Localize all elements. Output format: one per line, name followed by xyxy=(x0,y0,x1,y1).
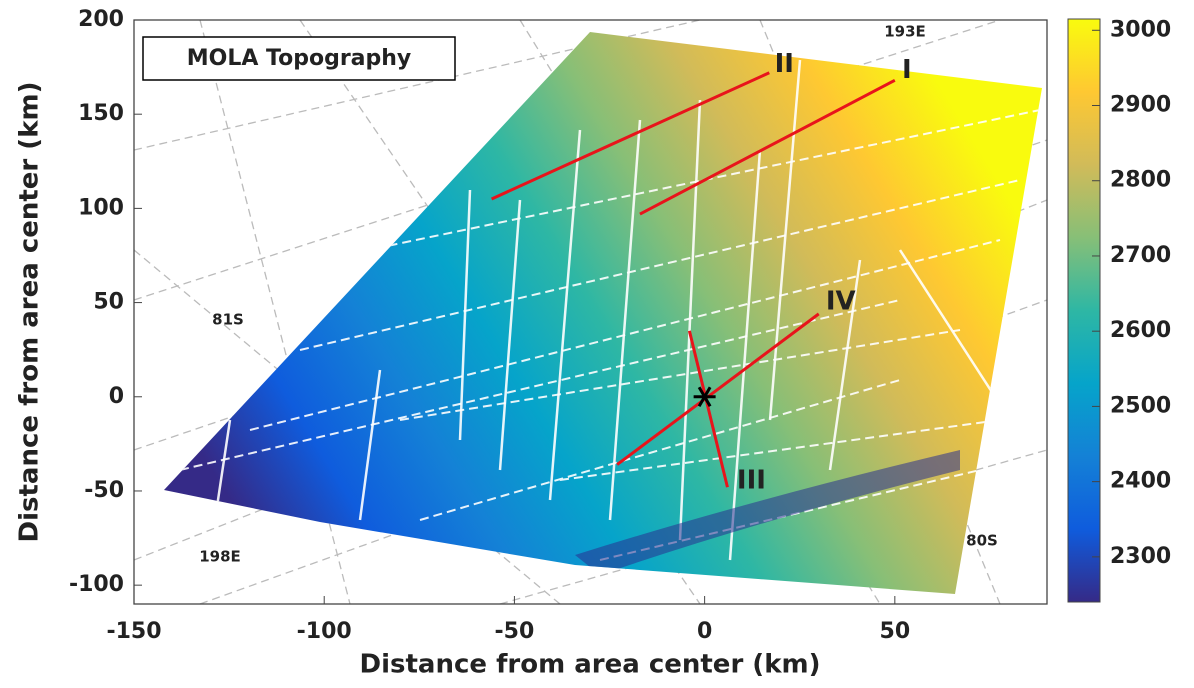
x-tick-label: 50 xyxy=(880,619,911,644)
grid-label: 198E xyxy=(199,548,241,566)
y-tick-label: 100 xyxy=(78,195,124,220)
y-tick-label: 150 xyxy=(78,101,124,126)
profile-label: IV xyxy=(826,286,856,316)
colorbar-tick-label: 2900 xyxy=(1110,93,1171,118)
colorbar-tick-label: 3000 xyxy=(1110,17,1171,42)
x-tick-label: -50 xyxy=(495,619,535,644)
colorbar xyxy=(1068,19,1100,602)
chart-title: MOLA Topography xyxy=(187,46,412,71)
colorbar-tick-label: 2700 xyxy=(1110,243,1171,268)
grid-label: 81S xyxy=(212,311,244,329)
chart: MOLA Topography Distance from area cente… xyxy=(0,0,1194,688)
y-tick-label: -100 xyxy=(69,572,124,597)
y-tick-label: -50 xyxy=(84,478,124,503)
topography-surface xyxy=(164,32,1042,594)
profile-label: II xyxy=(775,49,794,79)
x-axis-label: Distance from area center (km) xyxy=(360,650,821,680)
colorbar-tick-label: 2400 xyxy=(1110,469,1171,494)
y-axis-label: Distance from area center (km) xyxy=(15,82,45,543)
grid-label: 193E xyxy=(884,23,926,41)
x-tick-label: -150 xyxy=(106,619,161,644)
x-tick-label: 0 xyxy=(697,619,712,644)
grid-label: 80S xyxy=(966,532,998,550)
colorbar-tick-label: 2800 xyxy=(1110,168,1171,193)
y-tick-label: 200 xyxy=(78,7,124,32)
colorbar-tick-label: 2600 xyxy=(1110,318,1171,343)
colorbar-tick-label: 2300 xyxy=(1110,544,1171,569)
colorbar-tick-label: 2500 xyxy=(1110,393,1171,418)
y-tick-label: 0 xyxy=(109,384,124,409)
x-tick-label: -100 xyxy=(297,619,352,644)
profile-label: III xyxy=(737,466,766,496)
profile-label: I xyxy=(902,55,912,85)
y-tick-label: 50 xyxy=(93,290,124,315)
